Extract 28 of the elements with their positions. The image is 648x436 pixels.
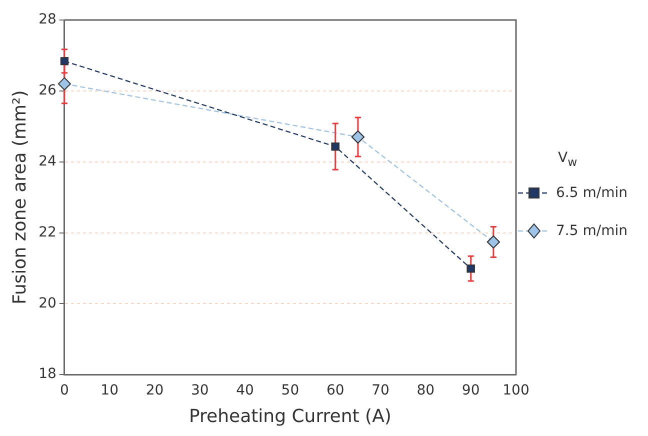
x-tick-label: 0 (60, 382, 69, 399)
point (331, 142, 340, 151)
x-tick-label: 30 (190, 382, 209, 399)
legend-label: 6.5 m/min (556, 184, 628, 201)
point (466, 264, 475, 273)
x-tick-label: 100 (502, 382, 530, 399)
x-tick-label: 40 (236, 382, 254, 399)
point (351, 130, 364, 144)
point (60, 57, 68, 66)
point (486, 235, 500, 248)
y-tick-label: 22 (38, 224, 56, 240)
x-axis-title: Preheating Current (A) (188, 406, 392, 427)
x-tick-label: 60 (326, 382, 344, 399)
point (58, 77, 71, 90)
x-tick-label: 20 (146, 382, 164, 399)
legend-title: V$_{w}$ (558, 150, 578, 169)
x-tick-label: 90 (462, 382, 480, 399)
y-tick-label: 26 (38, 82, 56, 99)
x-tick-label: 50 (281, 382, 300, 399)
y-tick-label: 18 (38, 366, 56, 382)
y-tick-label: 24 (38, 153, 56, 170)
x-tick-label: 80 (416, 382, 435, 399)
x-tick-label: 70 (372, 382, 390, 399)
x-tick-label: 10 (100, 382, 118, 399)
y-axis-title: Fusion zone area (mm²) (9, 90, 30, 304)
y-tick-label: 28 (38, 12, 56, 28)
legend-label: 7.5 m/min (556, 222, 628, 239)
y-tick-label: 20 (38, 295, 56, 312)
